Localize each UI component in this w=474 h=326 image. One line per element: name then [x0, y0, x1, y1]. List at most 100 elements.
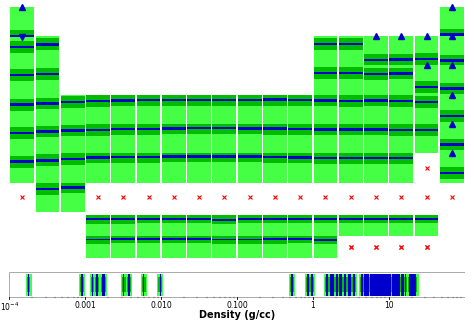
Bar [375, 277, 379, 292]
Bar [440, 7, 464, 36]
Bar [363, 274, 369, 296]
Bar [137, 153, 160, 163]
Bar [334, 274, 340, 296]
Bar [415, 81, 438, 93]
Bar [400, 277, 403, 292]
Bar [263, 98, 287, 101]
Bar [410, 274, 412, 296]
Bar [126, 274, 132, 296]
Bar [344, 277, 347, 292]
Bar [371, 277, 374, 292]
Bar [366, 277, 370, 292]
Bar [415, 215, 438, 236]
Bar [377, 277, 381, 292]
Bar [390, 95, 413, 107]
Bar [388, 277, 391, 292]
Bar [383, 277, 387, 292]
Bar [96, 274, 98, 296]
Bar [339, 43, 363, 45]
Bar [288, 215, 312, 236]
Bar [390, 274, 396, 296]
Bar [86, 236, 110, 244]
Bar [101, 274, 107, 296]
Bar [331, 277, 335, 292]
Bar [390, 72, 413, 75]
Bar [288, 236, 312, 258]
Bar [212, 155, 236, 157]
Bar [414, 277, 417, 292]
Bar [337, 274, 343, 296]
Bar [394, 274, 395, 296]
Bar [415, 58, 438, 60]
Bar [28, 274, 29, 296]
Bar [378, 274, 384, 296]
Bar [415, 101, 438, 103]
Bar [390, 218, 413, 220]
Bar [440, 95, 464, 124]
Bar [375, 274, 381, 296]
Bar [288, 238, 312, 240]
Bar [415, 36, 438, 65]
Bar [387, 274, 389, 296]
Bar [61, 124, 84, 153]
Bar [326, 274, 328, 296]
Bar [162, 153, 186, 183]
Bar [61, 183, 84, 193]
Bar [387, 274, 393, 296]
Bar [137, 215, 160, 224]
Bar [390, 157, 413, 159]
Bar [61, 153, 84, 165]
Bar [36, 159, 59, 161]
Bar [314, 239, 337, 241]
Bar [379, 274, 385, 296]
Bar [408, 277, 412, 292]
Bar [336, 274, 337, 296]
Bar [348, 277, 352, 292]
Bar [440, 124, 464, 153]
Bar [390, 100, 413, 102]
Bar [440, 143, 464, 146]
Bar [345, 274, 346, 296]
Bar [339, 215, 363, 236]
Bar [324, 274, 330, 296]
Bar [86, 218, 110, 220]
Bar [379, 277, 383, 292]
Bar [411, 274, 417, 296]
Bar [263, 215, 287, 236]
Bar [111, 236, 135, 258]
Bar [401, 277, 405, 292]
Bar [415, 274, 416, 296]
Bar [335, 277, 338, 292]
Bar [376, 274, 377, 296]
Bar [440, 36, 464, 65]
Bar [141, 274, 147, 296]
Bar [162, 127, 186, 130]
Bar [288, 156, 312, 159]
Bar [376, 277, 379, 292]
Bar [121, 274, 127, 296]
Bar [36, 36, 59, 65]
Bar [238, 218, 262, 220]
Bar [377, 274, 379, 296]
Bar [86, 153, 110, 183]
Bar [314, 236, 337, 258]
Bar [392, 274, 399, 296]
Bar [137, 236, 160, 258]
Bar [309, 274, 315, 296]
Bar [36, 65, 59, 95]
Bar [382, 277, 386, 292]
Bar [370, 274, 371, 296]
Bar [376, 277, 380, 292]
Bar [162, 95, 186, 124]
Bar [10, 7, 34, 36]
Bar [10, 35, 34, 37]
Bar [354, 274, 355, 296]
Bar [380, 274, 382, 296]
Bar [314, 124, 337, 153]
Bar [415, 86, 438, 88]
Bar [91, 277, 94, 292]
Bar [94, 274, 100, 296]
Bar [187, 238, 211, 240]
Bar [10, 160, 34, 163]
Bar [36, 188, 59, 190]
